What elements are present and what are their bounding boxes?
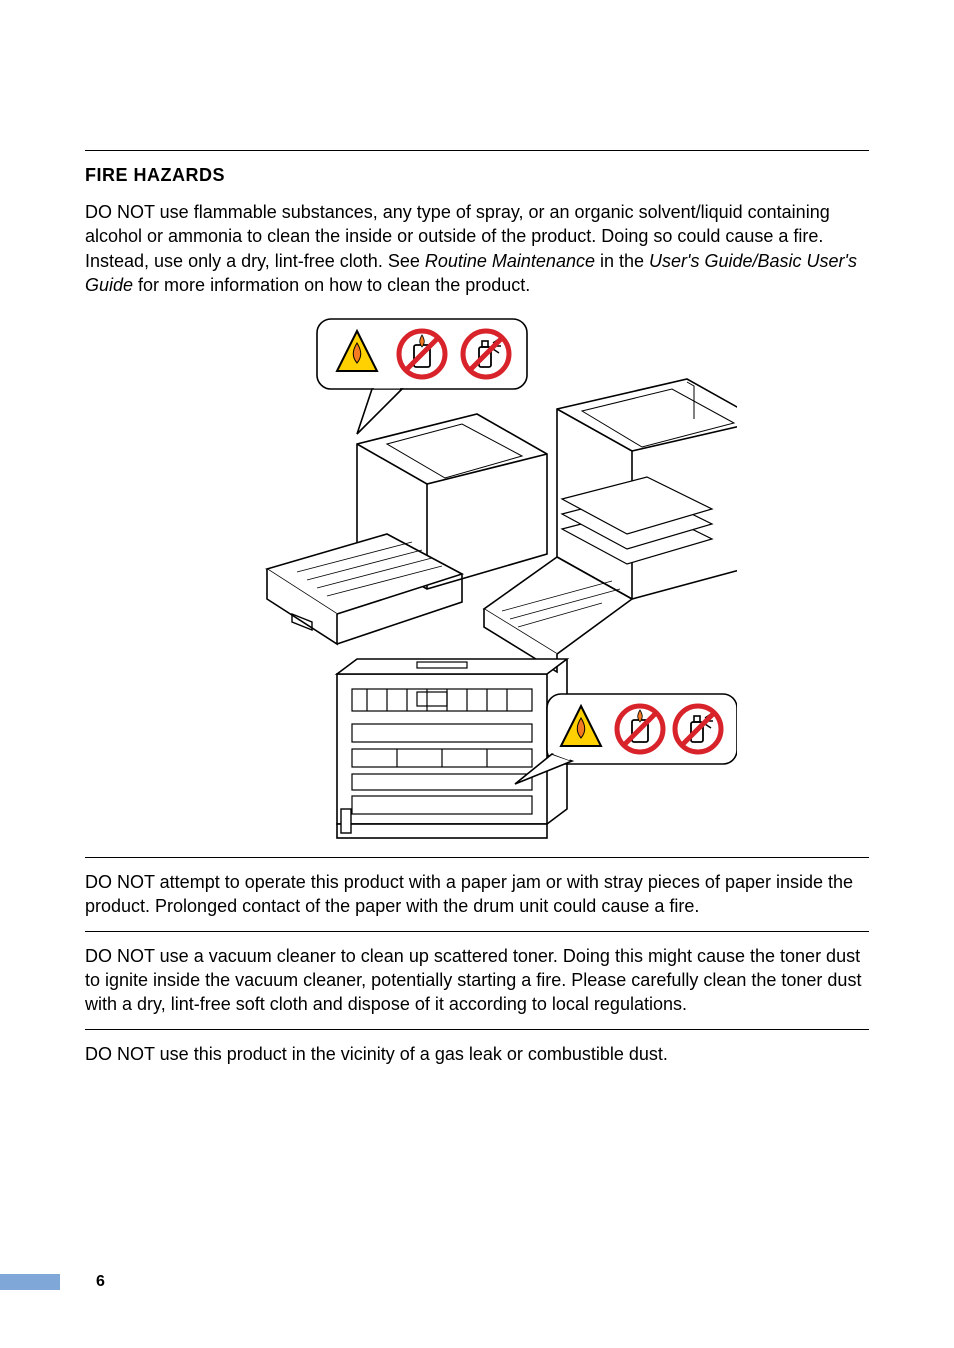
figure-block: [85, 309, 869, 839]
page-number: 6: [96, 1273, 105, 1291]
no-flammable-liquid-icon: [617, 706, 663, 752]
no-spray-icon: [675, 706, 721, 752]
paragraph-1: DO NOT use flammable substances, any typ…: [85, 200, 869, 297]
italic-text: User's Guide: [649, 251, 752, 271]
no-spray-icon: [463, 331, 509, 377]
callout-top: [317, 319, 527, 434]
divider: [85, 150, 869, 151]
page-tab: [0, 1274, 60, 1290]
text-run: in the: [595, 251, 649, 271]
printer-back: [337, 659, 567, 838]
section-heading: FIRE HAZARDS: [85, 165, 869, 186]
paragraph-3: DO NOT use a vacuum cleaner to clean up …: [85, 944, 869, 1017]
paragraph-4: DO NOT use this product in the vicinity …: [85, 1042, 869, 1066]
paragraph-2: DO NOT attempt to operate this product w…: [85, 870, 869, 919]
page-number-bar: 6: [0, 1272, 120, 1292]
italic-text: Routine Maintenance: [425, 251, 595, 271]
no-flammable-liquid-icon: [399, 331, 445, 377]
document-page: FIRE HAZARDS DO NOT use flammable substa…: [0, 0, 954, 1348]
text-run: for more information on how to clean the…: [133, 275, 530, 295]
printer-hazard-figure: [217, 309, 737, 839]
callout-bottom: [515, 694, 737, 784]
